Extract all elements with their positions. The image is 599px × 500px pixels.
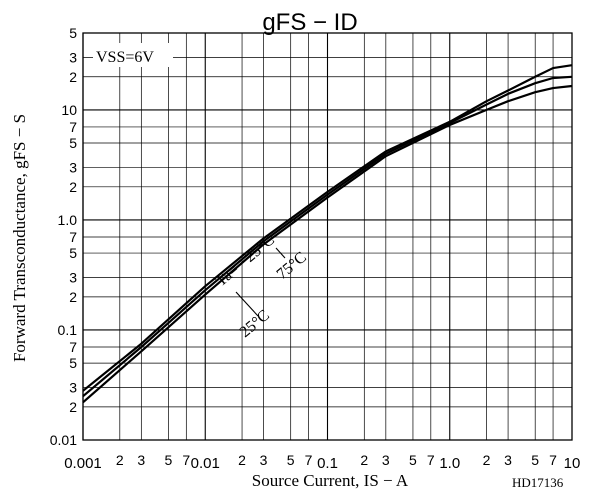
x-tick-minor: 5 — [409, 452, 417, 468]
annotation-minus25: Ta= −25°C — [213, 231, 278, 290]
x-tick-minor: 3 — [260, 452, 268, 468]
y-tick: 5 — [69, 25, 77, 41]
x-tick-minor: 5 — [531, 452, 539, 468]
x-tick-minor: 5 — [287, 452, 295, 468]
y-tick: 1.0 — [58, 212, 78, 228]
series-line-0 — [82, 64, 573, 392]
x-tick-major: 0.01 — [191, 455, 220, 472]
annotations: Ta= −25°C 75°C 25°C — [213, 231, 310, 341]
x-tick-minor: 2 — [238, 452, 246, 468]
y-tick: 3 — [69, 380, 77, 396]
y-tick: 2 — [69, 179, 77, 195]
x-tick-labels: 0.001 2 3 5 7 0.01 2 3 5 7 0.1 2 3 5 7 1.0 2 3 5 7 10 — [64, 452, 580, 472]
y-tick: 3 — [69, 159, 77, 175]
series-line-2 — [82, 84, 573, 404]
x-axis-label: Source Current, IS − A — [252, 471, 409, 490]
x-tick-minor: 2 — [483, 452, 491, 468]
y-tick: 7 — [69, 339, 77, 355]
y-tick: 5 — [69, 245, 77, 261]
x-tick-minor: 7 — [305, 452, 313, 468]
y-tick: 2 — [69, 399, 77, 415]
x-tick-major: 0.1 — [317, 455, 338, 472]
y-tick: 0.1 — [58, 322, 78, 338]
x-tick-minor: 2 — [360, 452, 368, 468]
x-tick-major: 0.001 — [64, 455, 102, 472]
x-tick-major: 1.0 — [439, 455, 460, 472]
y-tick: 10 — [61, 102, 77, 118]
x-tick-major: 10 — [564, 455, 581, 472]
y-tick: 3 — [69, 49, 77, 65]
x-tick-minor: 3 — [137, 452, 145, 468]
condition-label: VSS=6V — [96, 49, 154, 66]
x-tick-minor: 3 — [382, 452, 390, 468]
x-tick-minor: 5 — [165, 452, 173, 468]
y-tick: 7 — [69, 119, 77, 135]
annotation-pointer-25 — [235, 291, 259, 317]
y-tick: 5 — [69, 135, 77, 151]
annotation-pointer-75 — [275, 247, 286, 259]
plot-frame — [82, 32, 573, 441]
y-tick: 2 — [69, 289, 77, 305]
y-tick: 3 — [69, 269, 77, 285]
x-tick-minor: 7 — [182, 452, 190, 468]
x-tick-minor: 7 — [549, 452, 557, 468]
y-tick: 0.01 — [50, 432, 77, 448]
x-tick-minor: 3 — [504, 452, 512, 468]
y-tick: 5 — [69, 355, 77, 371]
annotation-75: 75°C — [274, 249, 310, 283]
curves — [82, 64, 573, 404]
x-tick-minor: 2 — [116, 452, 124, 468]
figure-code: HD17136 — [512, 475, 564, 490]
y-tick: 2 — [69, 69, 77, 85]
y-axis-label: Forward Transconductance, gFS − S — [10, 114, 29, 362]
series-line-1 — [82, 75, 573, 398]
condition-box: VSS=6V — [93, 43, 173, 67]
y-tick: 7 — [69, 229, 77, 245]
chart-title: gFS − ID — [262, 9, 357, 36]
x-tick-minor: 7 — [427, 452, 435, 468]
